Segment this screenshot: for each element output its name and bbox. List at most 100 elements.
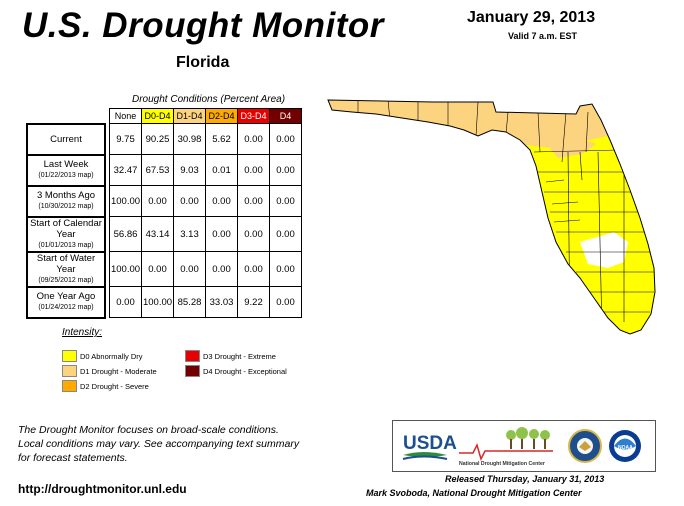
table-cell: 0.01 [205,154,238,186]
legend-swatch-d0 [62,350,77,362]
table-cell: 9.22 [237,286,270,318]
row-label-date: (01/24/2012 map) [38,304,94,311]
legend-swatch-d3 [185,350,200,362]
row-label-text: 3 Months Ago [36,190,96,201]
row-label-text: Start of Calendar Year [30,217,102,240]
col-header-d4: D4 [269,108,302,124]
legend-label-d4: D4 Drought - Exceptional [203,367,287,376]
legend-label-d2: D2 Drought - Severe [80,382,149,391]
row-label: 3 Months Ago (10/30/2012 map) [26,184,106,218]
no-drought-region [580,232,628,268]
table-cell: 56.86 [109,216,142,252]
table-cell: 0.00 [173,251,206,287]
table-cell: 100.00 [109,185,142,217]
table-cell: 0.00 [205,251,238,287]
legend-label-d0: D0 Abnormally Dry [80,352,143,361]
note-line: for forecast statements. [18,452,128,464]
table-cell: 32.47 [109,154,142,186]
col-header-d3-d4: D3-D4 [237,108,270,124]
table-cell: 3.13 [173,216,206,252]
valid-time: Valid 7 a.m. EST [508,31,578,41]
col-header-d1-d4: D1-D4 [173,108,206,124]
table-cell: 9.75 [109,123,142,155]
note-line: The Drought Monitor focuses on broad-sca… [18,424,279,436]
row-label-text: Current [50,133,82,145]
table-cell: 9.03 [173,154,206,186]
table-cell: 0.00 [269,286,302,318]
table-header-row: None D0-D4 D1-D4 D2-D4 D3-D4 D4 [27,108,302,124]
logos-svg: USDA National Drought Mitigation Center [402,427,641,467]
table-cell: 43.14 [141,216,174,252]
disclaimer-note: The Drought Monitor focuses on broad-sca… [18,423,299,465]
noaa-logo-icon: NOAA [609,430,641,462]
table-cell: 0.00 [237,154,270,186]
legend-title: Intensity: [62,327,103,338]
legend-label-d1: D1 Drought - Moderate [80,367,157,376]
table-cell: 0.00 [173,185,206,217]
table-cell: 0.00 [269,251,302,287]
table-row: One Year Ago (01/24/2012 map) 0.00 100.00 85… [26,285,302,319]
region-name: Florida [176,54,230,71]
county-lines [357,100,654,333]
florida-drought-map [327,99,656,335]
row-label: Last Week (01/22/2013 map) [26,153,106,187]
usda-logo-text: USDA [403,433,457,454]
row-label-date: (01/22/2013 map) [38,172,94,179]
row-label-text: Last Week [43,159,89,170]
table-cell: 0.00 [237,123,270,155]
table-cell: 0.00 [269,123,302,155]
page-title: U.S. Drought Monitor [22,6,384,45]
d0-region [328,100,655,334]
row-label-date: (10/30/2012 map) [38,203,94,210]
table-cell: 67.53 [141,154,174,186]
row-label-date: (01/01/2013 map) [38,241,94,249]
map-date: January 29, 2013 [467,9,596,26]
col-header-d0-d4: D0-D4 [141,108,174,124]
table-cell: 0.00 [237,251,270,287]
row-label: One Year Ago (01/24/2012 map) [26,285,106,319]
author-credit: Mark Svoboda, National Drought Mitigatio… [366,488,582,498]
table-row: Start of Calendar Year (01/01/2013 map) 56… [26,215,302,253]
svg-text:NOAA: NOAA [618,445,633,451]
legend-swatch-d2 [62,380,77,392]
legend-label-d3: D3 Drought - Extreme [203,352,276,361]
table-cell: 30.98 [173,123,206,155]
row-label: Current [26,122,106,156]
table-cell: 33.03 [205,286,238,318]
header-spacer [27,109,105,124]
table-cell: 0.00 [141,185,174,217]
d1-region-north [548,138,596,158]
table-cell: 0.00 [141,251,174,287]
legend-swatch-d1 [62,365,77,377]
usda-logo-icon: USDA [402,433,457,460]
table-cell: 100.00 [109,251,142,287]
row-label-text: Start of Water Year [36,252,96,275]
table-caption: Drought Conditions (Percent Area) [132,94,286,105]
note-line: Local conditions may vary. See accompany… [18,438,300,450]
table-cell: 0.00 [269,185,302,217]
col-header-none: None [109,108,142,124]
legend-swatch-d4 [185,365,200,377]
table-row: Last Week (01/22/2013 map) 32.47 67.53 9.03 0… [26,153,302,187]
table-cell: 5.62 [205,123,238,155]
release-date: Released Thursday, January 31, 2013 [445,474,605,484]
row-label: Start of Water Year (09/25/2012 map) [26,250,106,288]
commerce-seal-icon [568,429,602,463]
table-row: Start of Water Year (09/25/2012 map) 100.0… [26,250,302,288]
row-label: Start of Calendar Year (01/01/2013 map) [26,215,106,253]
row-label-text: One Year Ago [36,291,96,302]
drought-regions [328,100,655,334]
table-cell: 85.28 [173,286,206,318]
website-link[interactable]: http://droughtmonitor.unl.edu [18,482,187,496]
table-cell: 0.00 [205,216,238,252]
table-cell: 0.00 [237,216,270,252]
table-row: 3 Months Ago (10/30/2012 map) 100.00 0.00 0.… [26,184,302,218]
ndmc-logo-icon: National Drought Mitigation Center [459,427,553,467]
table-cell: 100.00 [141,286,174,318]
table-cell: 0.00 [109,286,142,318]
table-row: Current 9.75 90.25 30.98 5.62 0.00 0.00 [26,122,302,156]
col-header-d2-d4: D2-D4 [205,108,238,124]
table-cell: 90.25 [141,123,174,155]
ndmc-logo-text: National Drought Mitigation Center [459,461,545,467]
table-cell: 0.00 [269,216,302,252]
